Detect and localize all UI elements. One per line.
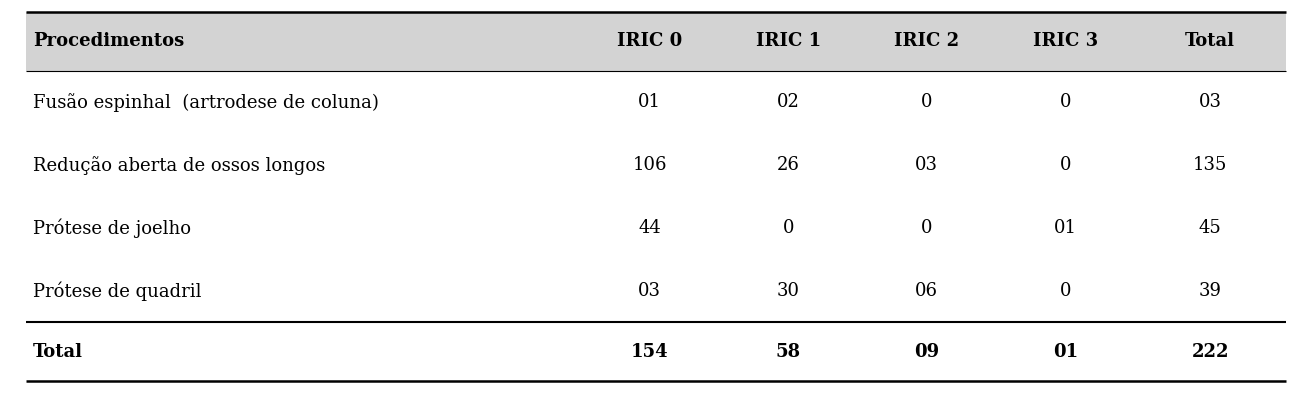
Bar bbox=[26, 196, 1286, 259]
Text: 0: 0 bbox=[782, 219, 794, 237]
Text: 45: 45 bbox=[1199, 219, 1221, 237]
Text: 0: 0 bbox=[921, 219, 933, 237]
Text: 0: 0 bbox=[1060, 93, 1071, 111]
Text: 02: 02 bbox=[777, 93, 800, 111]
Text: 03: 03 bbox=[916, 156, 938, 174]
Text: Total: Total bbox=[1185, 32, 1235, 50]
Bar bbox=[26, 71, 1286, 134]
Text: IRIC 3: IRIC 3 bbox=[1033, 32, 1098, 50]
Text: 03: 03 bbox=[1199, 93, 1221, 111]
Text: IRIC 0: IRIC 0 bbox=[617, 32, 682, 50]
Text: 39: 39 bbox=[1199, 282, 1221, 300]
Text: 0: 0 bbox=[1060, 156, 1071, 174]
Bar bbox=[26, 259, 1286, 322]
Text: 58: 58 bbox=[775, 343, 800, 361]
Text: Prótese de quadril: Prótese de quadril bbox=[33, 281, 201, 301]
Text: Total: Total bbox=[33, 343, 83, 361]
Text: 26: 26 bbox=[777, 156, 800, 174]
Text: 03: 03 bbox=[638, 282, 661, 300]
Text: 09: 09 bbox=[914, 343, 939, 361]
Bar bbox=[26, 12, 1286, 71]
Bar bbox=[26, 134, 1286, 196]
Text: Redução aberta de ossos longos: Redução aberta de ossos longos bbox=[33, 156, 325, 174]
Text: 0: 0 bbox=[921, 93, 933, 111]
Text: Procedimentos: Procedimentos bbox=[33, 32, 184, 50]
Text: 01: 01 bbox=[1054, 219, 1077, 237]
Text: 222: 222 bbox=[1191, 343, 1229, 361]
Text: 154: 154 bbox=[631, 343, 669, 361]
Text: 30: 30 bbox=[777, 282, 800, 300]
Text: 0: 0 bbox=[1060, 282, 1071, 300]
Text: 44: 44 bbox=[639, 219, 661, 237]
Text: 06: 06 bbox=[916, 282, 938, 300]
Text: 01: 01 bbox=[638, 93, 661, 111]
Text: 135: 135 bbox=[1193, 156, 1228, 174]
Text: IRIC 2: IRIC 2 bbox=[895, 32, 959, 50]
Text: 01: 01 bbox=[1052, 343, 1078, 361]
Text: IRIC 1: IRIC 1 bbox=[756, 32, 821, 50]
Text: Prótese de joelho: Prótese de joelho bbox=[33, 218, 190, 238]
Bar bbox=[26, 322, 1286, 381]
Text: Fusão espinhal  (artrodese de coluna): Fusão espinhal (artrodese de coluna) bbox=[33, 93, 379, 112]
Text: 106: 106 bbox=[632, 156, 666, 174]
